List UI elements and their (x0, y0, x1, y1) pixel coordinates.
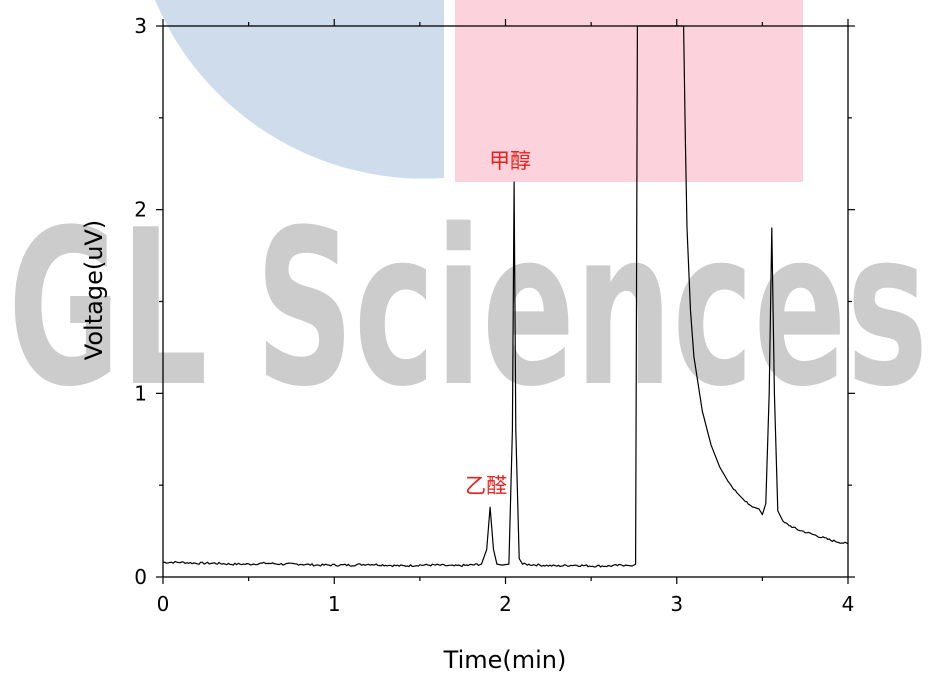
x-axis-label: Time(min) (443, 646, 567, 674)
y-tick-label: 0 (134, 565, 147, 589)
watermark: GL Sciences (8, 0, 928, 434)
chromatogram-trace (162, 25, 849, 568)
x-tick-label: 2 (499, 592, 512, 616)
axis-ticks (156, 19, 855, 584)
x-tick-label: 4 (842, 592, 855, 616)
y-tick-label: 1 (134, 381, 147, 405)
peak-annotation: 甲醇 (489, 149, 531, 173)
peak-annotation: 乙醛 (465, 474, 507, 498)
watermark-pink-block (455, 0, 803, 182)
x-tick-label: 1 (328, 592, 341, 616)
x-tick-label: 3 (670, 592, 683, 616)
axis-tick-labels: 0 1 2 3 4 0 1 2 3 (134, 14, 854, 616)
y-tick-label: 3 (134, 14, 147, 38)
y-axis-label: Voltage(uV) (80, 220, 108, 360)
y-tick-label: 2 (134, 198, 147, 222)
watermark-blue-quarter-circle (155, 0, 444, 179)
x-tick-label: 0 (157, 592, 170, 616)
peak-annotations: 乙醛 甲醇 (465, 149, 531, 498)
